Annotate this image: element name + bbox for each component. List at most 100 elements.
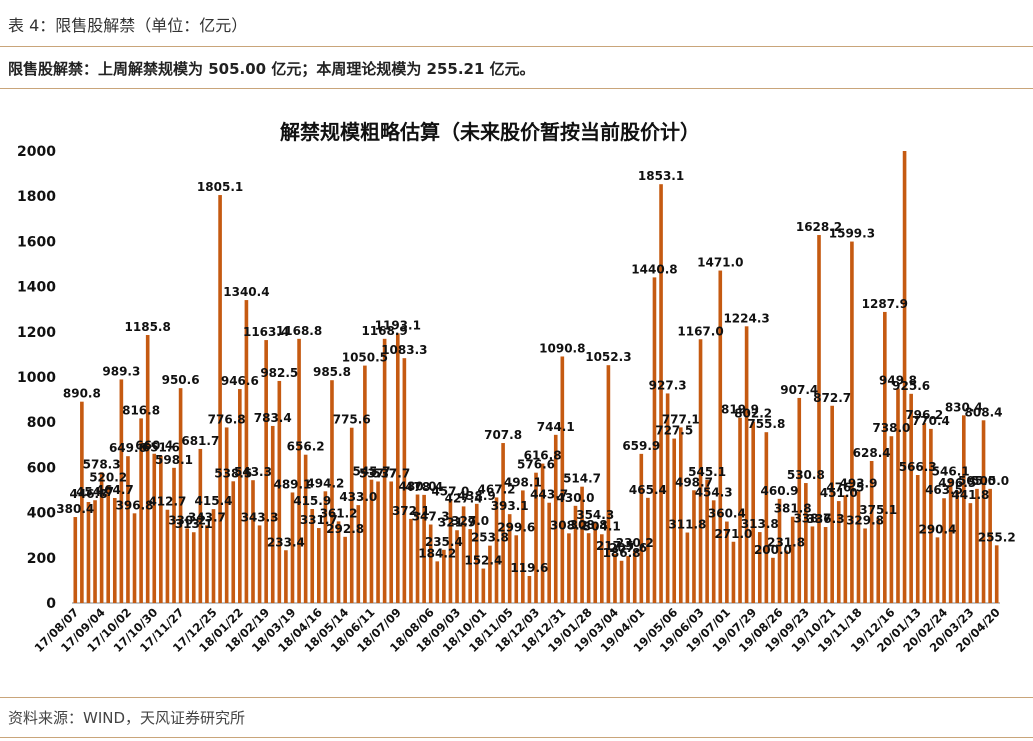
bar xyxy=(257,525,262,603)
bar xyxy=(744,326,749,603)
bar xyxy=(323,491,328,603)
title-divider xyxy=(0,46,1033,47)
bar xyxy=(264,340,268,603)
data-label: 253.8 xyxy=(471,531,509,545)
data-label: 985.8 xyxy=(313,365,351,379)
bar xyxy=(725,521,729,603)
data-label: 520.2 xyxy=(89,470,127,484)
data-label: 727.5 xyxy=(655,424,693,438)
data-label: 311.8 xyxy=(668,518,706,532)
bar xyxy=(665,393,670,603)
bar xyxy=(238,389,242,603)
bar xyxy=(132,513,137,603)
data-label: 380.4 xyxy=(56,502,94,516)
bar xyxy=(619,560,624,603)
y-tick-label: 1600 xyxy=(17,234,56,250)
data-label: 330.2 xyxy=(168,513,206,527)
bar xyxy=(560,356,565,603)
data-label: 415.4 xyxy=(195,494,233,508)
bar xyxy=(751,421,756,603)
bar xyxy=(646,497,650,603)
bar xyxy=(922,423,927,603)
bar xyxy=(843,495,848,603)
data-label: 321.9 xyxy=(438,515,476,529)
data-label: 1052.3 xyxy=(585,350,631,364)
data-label: 530.8 xyxy=(787,468,825,482)
data-label: 927.3 xyxy=(649,378,687,392)
bar-series xyxy=(73,151,999,603)
y-tick-label: 1400 xyxy=(17,280,56,296)
data-label: 546.1 xyxy=(932,465,970,479)
data-label: 545.1 xyxy=(688,465,726,479)
lockup-bar-chart: 解禁规模粗略估算（未来股价暂按当前股价计） 0 200 400 600 800 1000 1… xyxy=(17,120,1016,655)
bar xyxy=(152,453,157,603)
data-label: 1471.0 xyxy=(697,256,743,270)
data-label: 1163.4 xyxy=(243,325,289,339)
data-label: 830.4 xyxy=(945,400,983,414)
data-label: 616.8 xyxy=(524,449,562,463)
data-label: 1193.1 xyxy=(375,318,421,332)
data-label: 441.8 xyxy=(951,488,989,502)
bar xyxy=(270,425,275,603)
summary-text: 限售股解禁：上周解禁规模为 505.00 亿元；本周理论规模为 255.21 亿… xyxy=(8,60,535,78)
bar xyxy=(968,503,973,603)
bar xyxy=(303,454,308,603)
data-label: 271.0 xyxy=(714,527,752,541)
data-label: 946.6 xyxy=(221,374,259,388)
bar xyxy=(389,481,394,603)
data-label: 1167.0 xyxy=(677,324,723,338)
data-label: 1805.1 xyxy=(197,180,243,194)
y-tick-label: 1200 xyxy=(17,325,56,341)
bar xyxy=(876,518,881,603)
bar xyxy=(349,427,354,603)
data-label: 465.4 xyxy=(629,483,667,497)
data-label: 381.8 xyxy=(774,502,812,516)
data-label: 578.3 xyxy=(83,457,121,471)
bar xyxy=(165,509,170,603)
bar xyxy=(139,418,143,603)
bottom-divider xyxy=(0,737,1033,738)
data-label: 464.7 xyxy=(96,483,134,497)
data-label: 478.4 xyxy=(405,480,443,494)
bar xyxy=(501,443,505,603)
data-label: 255.2 xyxy=(978,530,1016,544)
bar xyxy=(297,338,301,603)
data-label: 505.0 xyxy=(958,474,996,488)
chart-title: 解禁规模粗略估算（未来股价暂按当前股价计） xyxy=(280,120,700,144)
y-tick-label: 400 xyxy=(27,506,56,522)
data-label: 576.6 xyxy=(517,458,555,472)
data-label: 430.0 xyxy=(557,491,595,505)
data-label: 537.7 xyxy=(372,466,410,480)
data-label: 1090.8 xyxy=(539,341,585,355)
data-label: 1168.8 xyxy=(276,324,322,338)
data-label: 372.1 xyxy=(392,504,430,518)
bar xyxy=(652,277,657,603)
bar xyxy=(455,530,459,603)
bar xyxy=(521,490,525,603)
bar xyxy=(698,339,703,603)
bar xyxy=(830,405,834,603)
data-label: 331.7 xyxy=(300,513,338,527)
bar xyxy=(692,490,696,603)
bar xyxy=(540,463,545,603)
data-label: 427.4 xyxy=(445,491,483,505)
data-label: 738.0 xyxy=(872,421,910,435)
bar xyxy=(705,479,709,603)
bar xyxy=(797,397,802,603)
data-label: 890.8 xyxy=(63,387,101,401)
bar xyxy=(836,501,841,603)
data-label: 338.7 xyxy=(793,511,831,525)
data-label: 950.6 xyxy=(162,373,200,387)
y-tick-label: 0 xyxy=(46,596,56,612)
bar xyxy=(363,365,367,603)
bar xyxy=(448,499,453,603)
bar xyxy=(284,550,288,603)
data-label: 375.1 xyxy=(859,503,897,517)
bar xyxy=(981,420,986,603)
data-label: 775.6 xyxy=(333,413,371,427)
data-label: 819.9 xyxy=(721,403,759,417)
bar xyxy=(382,338,387,603)
bar xyxy=(685,532,690,603)
data-label: 770.4 xyxy=(912,414,950,428)
